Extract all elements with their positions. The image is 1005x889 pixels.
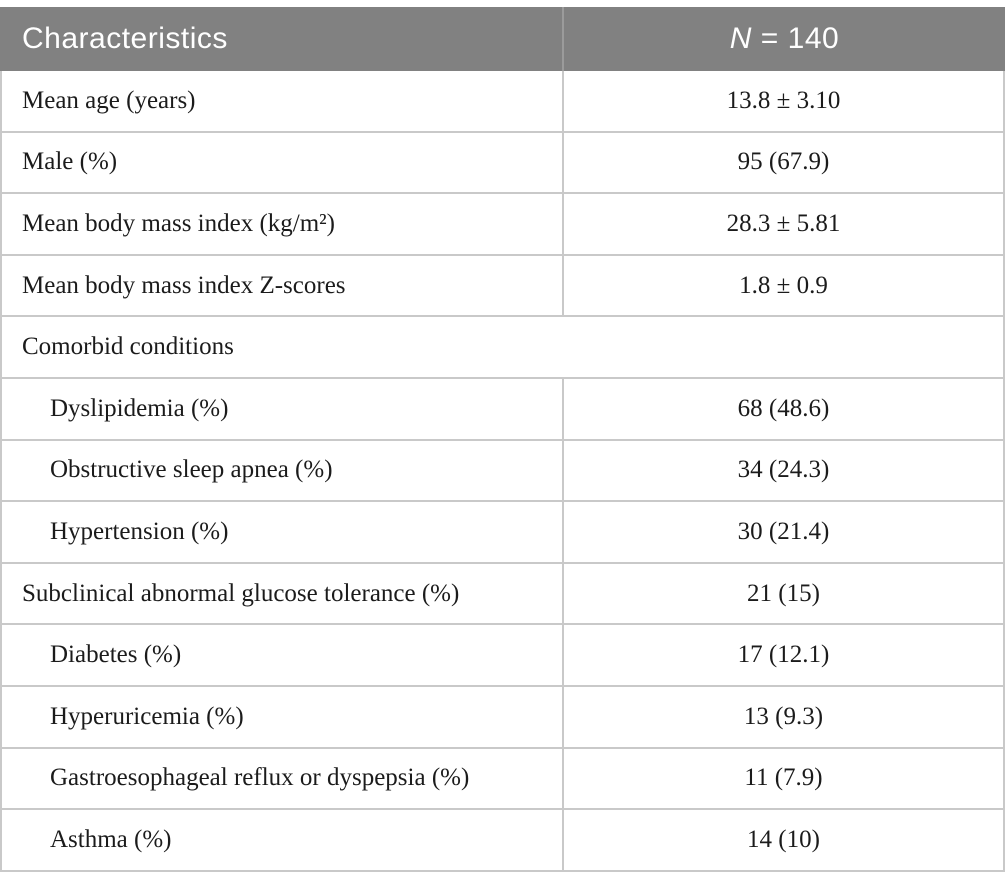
row-value: 21 (15) xyxy=(747,579,820,607)
table-row: Asthma (%) 14 (10) xyxy=(2,810,1003,872)
table-row: Hyperuricemia (%) 13 (9.3) xyxy=(2,686,1003,749)
row-label: Mean body mass index Z-scores xyxy=(2,255,564,316)
row-label: Hypertension (%) xyxy=(2,502,564,562)
row-value: 17 (12.1) xyxy=(737,641,830,669)
header-characteristics-cell: Characteristics xyxy=(0,7,564,71)
row-label: Obstructive sleep apnea (%) xyxy=(2,440,564,501)
row-label: Male (%) xyxy=(2,132,564,193)
row-value: 34 (24.3) xyxy=(737,456,830,484)
header-n-symbol: N xyxy=(729,22,752,55)
row-label: Dyslipidemia (%) xyxy=(2,378,564,439)
row-label: Comorbid conditions xyxy=(22,333,234,361)
characteristics-table: Characteristics N = 140 Mean age (years)… xyxy=(0,7,1005,872)
row-value: 11 (7.9) xyxy=(744,764,823,792)
table-row: Gastroesophageal reflux or dyspepsia (%)… xyxy=(2,748,1003,811)
table-row: Mean body mass index (kg/m²) 28.3 ± 5.81 xyxy=(2,194,1003,256)
row-value: 13.8 ± 3.10 xyxy=(726,86,841,114)
table-row: Dyslipidemia (%) 68 (48.6) xyxy=(2,378,1003,441)
header-n-cell: N = 140 xyxy=(564,7,1005,71)
header-n-value: = 140 xyxy=(751,22,840,55)
table-row: Diabetes (%) 17 (12.1) xyxy=(2,625,1003,687)
row-label: Diabetes (%) xyxy=(2,625,564,685)
row-label: Gastroesophageal reflux or dyspepsia (%) xyxy=(2,748,564,809)
row-label: Hyperuricemia (%) xyxy=(2,686,564,747)
table-row: Male (%) 95 (67.9) xyxy=(2,132,1003,195)
table-body: Mean age (years) 13.8 ± 3.10 Male (%) 95… xyxy=(0,71,1005,872)
row-label: Mean body mass index (kg/m²) xyxy=(2,194,564,254)
row-label: Asthma (%) xyxy=(2,810,564,870)
table-row: Subclinical abnormal glucose tolerance (… xyxy=(2,563,1003,626)
table-row: Mean age (years) 13.8 ± 3.10 xyxy=(2,71,1003,133)
row-value: 95 (67.9) xyxy=(737,148,830,176)
row-value: 1.8 ± 0.9 xyxy=(739,271,828,299)
row-label: Mean age (years) xyxy=(2,71,564,131)
row-value: 13 (9.3) xyxy=(743,702,824,730)
table-header-row: Characteristics N = 140 xyxy=(0,7,1005,71)
row-label: Subclinical abnormal glucose tolerance (… xyxy=(2,563,564,624)
table-row: Obstructive sleep apnea (%) 34 (24.3) xyxy=(2,440,1003,503)
table-row-section: Comorbid conditions xyxy=(2,317,1003,379)
table-row: Mean body mass index Z-scores 1.8 ± 0.9 xyxy=(2,255,1003,318)
header-characteristics-label: Characteristics xyxy=(22,22,228,55)
row-value: 28.3 ± 5.81 xyxy=(726,209,841,237)
row-value: 68 (48.6) xyxy=(737,394,830,422)
row-value: 30 (21.4) xyxy=(737,517,830,545)
table-row: Hypertension (%) 30 (21.4) xyxy=(2,502,1003,564)
header-n-label: N = 140 xyxy=(730,22,839,56)
row-value: 14 (10) xyxy=(747,825,820,853)
